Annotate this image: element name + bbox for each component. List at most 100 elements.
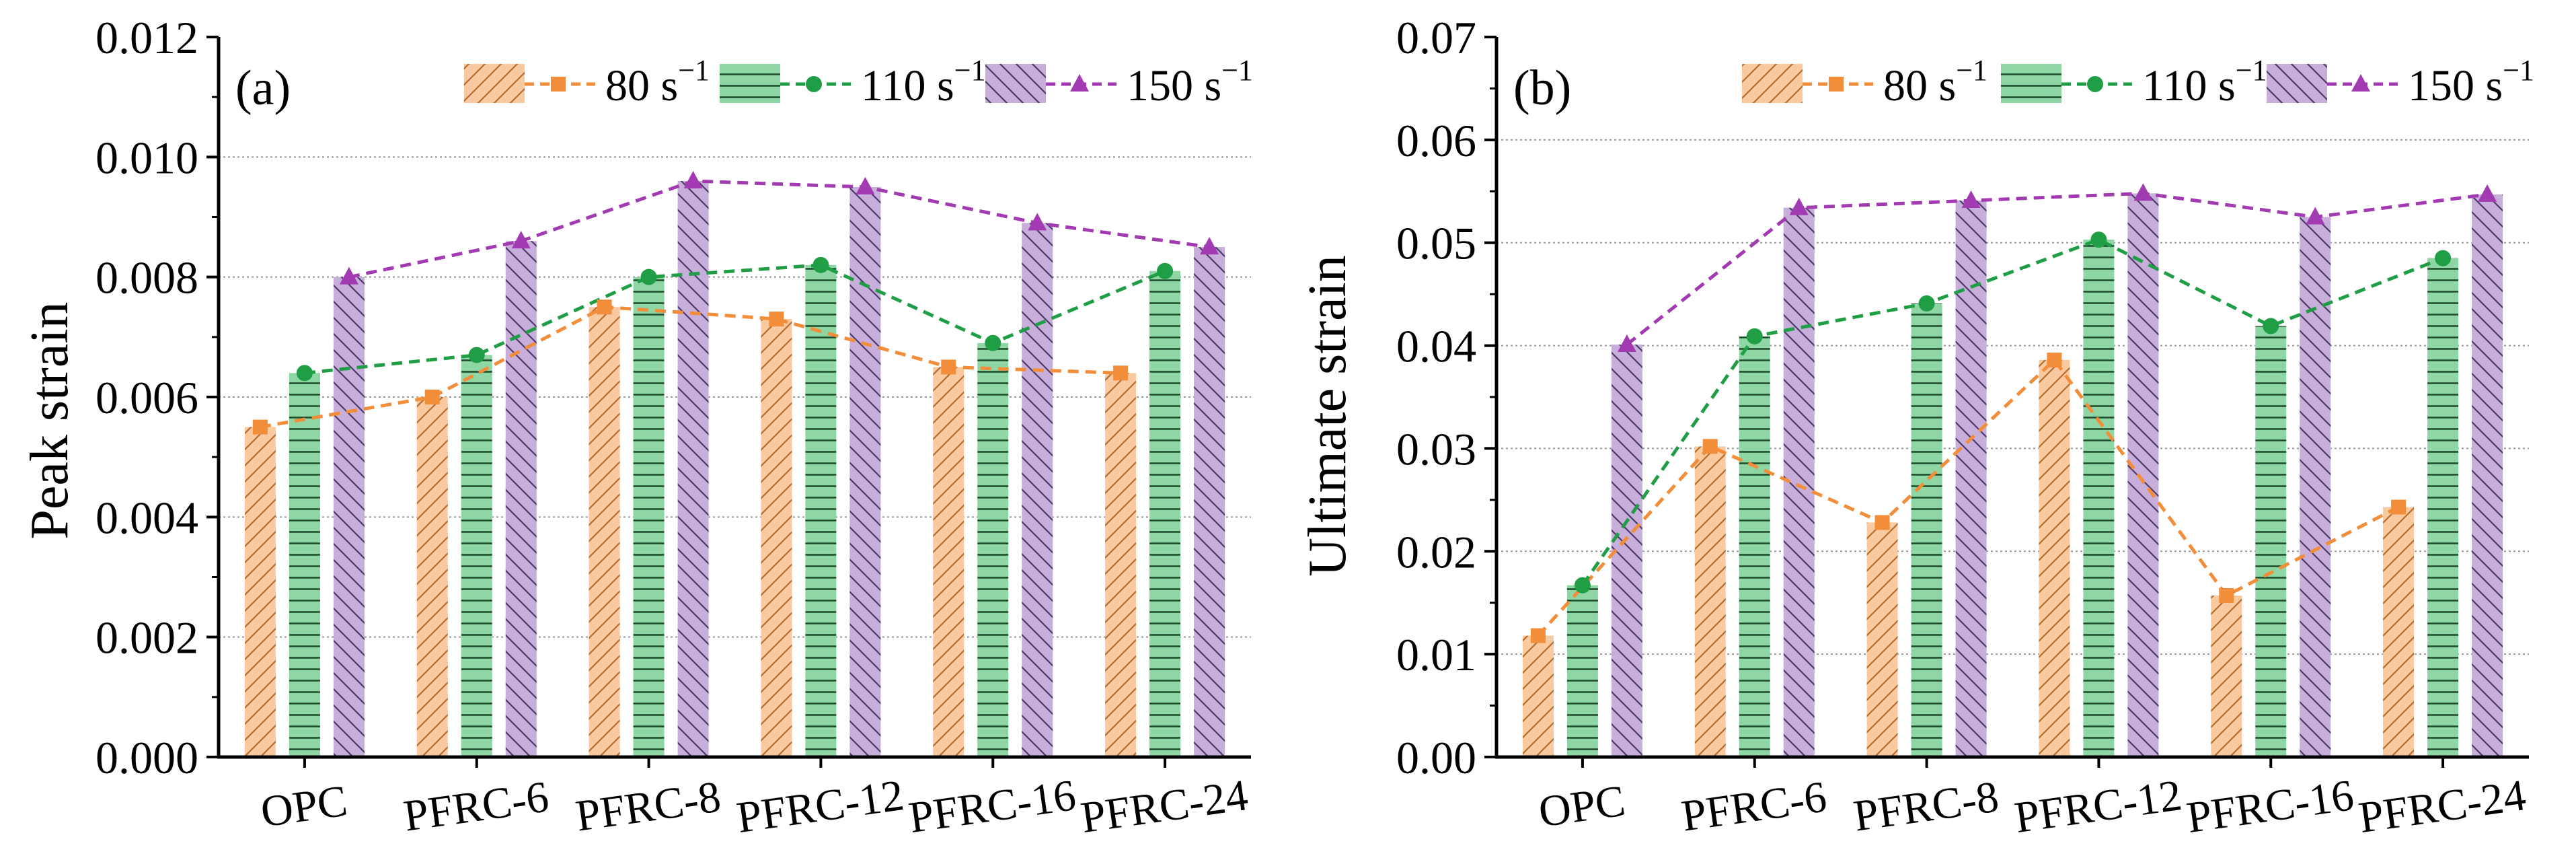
y-tick-label: 0.002 xyxy=(96,612,198,663)
y-tick-label: 0.006 xyxy=(96,372,198,423)
bar-80-PFRC-8 xyxy=(589,307,620,757)
x-tick-label: PFRC-6 xyxy=(401,772,552,840)
bar-80-PFRC-24 xyxy=(1105,373,1137,757)
bar-110-PFRC-6 xyxy=(461,355,492,757)
marker-150-PFRC-16 xyxy=(1028,213,1047,231)
marker-80-PFRC-24 xyxy=(1113,365,1129,381)
x-tick-label: PFRC-8 xyxy=(1850,772,2001,840)
legend-marker xyxy=(806,76,822,92)
marker-110-OPC xyxy=(296,365,313,382)
bar-110-PFRC-16 xyxy=(2255,326,2287,757)
marker-80-OPC xyxy=(1530,628,1546,643)
marker-110-PFRC-6 xyxy=(1746,328,1763,345)
bar-150-PFRC-24 xyxy=(2472,194,2503,757)
legend-marker xyxy=(1829,77,1844,92)
legend-marker xyxy=(1070,74,1089,92)
marker-150-PFRC-6 xyxy=(511,231,531,249)
legend-label: 80 s−1 xyxy=(1883,54,1987,110)
bar-150-OPC xyxy=(333,277,365,758)
x-tick-label: PFRC-8 xyxy=(572,772,723,840)
marker-110-PFRC-8 xyxy=(640,268,657,285)
bar-80-PFRC-6 xyxy=(1694,446,1726,757)
x-tick-label: PFRC-6 xyxy=(1679,772,1829,840)
legend-swatch xyxy=(720,64,780,103)
y-tick-label: 0.04 xyxy=(1396,321,1476,372)
series-line-150 xyxy=(348,179,1210,279)
legend-marker xyxy=(2351,74,2370,92)
x-tick-label: OPC xyxy=(258,776,350,836)
bar-110-PFRC-8 xyxy=(633,277,665,758)
y-tick-label: 0.03 xyxy=(1396,423,1476,474)
y-tick-label: 0.010 xyxy=(96,132,198,183)
legend-swatch xyxy=(1742,64,1803,103)
marker-150-OPC xyxy=(339,266,358,285)
y-axis-title: Peak strain xyxy=(20,301,79,539)
series-line-80 xyxy=(260,305,1121,429)
marker-110-PFRC-16 xyxy=(985,334,1001,351)
bar-150-PFRC-8 xyxy=(677,181,709,757)
bar-110-OPC xyxy=(1566,585,1598,757)
legend-swatch xyxy=(2267,64,2327,103)
bar-150-PFRC-6 xyxy=(505,241,537,758)
legend-label: 110 s−1 xyxy=(861,54,986,110)
bar-80-PFRC-8 xyxy=(1866,522,1898,757)
legend-swatch xyxy=(464,64,525,103)
panel-label: (b) xyxy=(1513,61,1571,116)
bar-110-PFRC-24 xyxy=(1149,271,1181,757)
bar-80-PFRC-24 xyxy=(2383,507,2415,757)
bar-80-PFRC-12 xyxy=(2039,359,2070,757)
bar-110-PFRC-12 xyxy=(2083,240,2115,758)
legend: 80 s−1 110 s−1 150 s−1 xyxy=(1742,54,2534,110)
marker-80-PFRC-12 xyxy=(769,312,784,327)
marker-80-PFRC-16 xyxy=(2219,588,2234,604)
chart-panel-a: 0.000 0.002 0.004 0.006 0.008 0.010 0.012 OPC PF… xyxy=(20,12,1253,842)
legend-swatch xyxy=(2001,64,2061,103)
marker-110-PFRC-24 xyxy=(1157,262,1174,279)
bar-110-PFRC-8 xyxy=(1911,303,1942,757)
bar-110-PFRC-6 xyxy=(1739,336,1770,757)
series-line-80 xyxy=(1537,357,2400,637)
bar-110-OPC xyxy=(289,373,320,757)
y-tick-label: 0.00 xyxy=(1396,732,1476,783)
marker-110-PFRC-24 xyxy=(2435,250,2452,266)
bar-150-PFRC-8 xyxy=(1955,201,1987,757)
marker-80-PFRC-8 xyxy=(1874,515,1890,530)
bar-150-PFRC-12 xyxy=(2127,193,2159,757)
y-tick-label: 0.012 xyxy=(96,12,198,63)
panel-label: (a) xyxy=(235,61,291,116)
bar-80-OPC xyxy=(244,427,276,757)
bar-150-PFRC-16 xyxy=(1022,223,1053,758)
x-tick-label: PFRC-24 xyxy=(1078,770,1251,842)
marker-110-PFRC-12 xyxy=(2090,231,2107,248)
legend: 80 s−1 110 s−1 150 s−1 xyxy=(464,54,1253,110)
bar-150-PFRC-16 xyxy=(2300,217,2331,757)
series-line-110 xyxy=(304,263,1166,375)
marker-150-PFRC-24 xyxy=(2478,184,2497,202)
marker-80-PFRC-8 xyxy=(597,299,612,315)
marker-110-PFRC-16 xyxy=(2263,318,2279,334)
y-tick-label: 0.06 xyxy=(1396,115,1476,166)
legend-label: 150 s−1 xyxy=(2408,54,2534,110)
legend-swatch xyxy=(985,64,1046,103)
chart-panel-b: 0.00 0.01 0.02 0.03 0.04 0.05 0.06 0.07 OPC PFRC-… xyxy=(1298,12,2534,842)
marker-80-PFRC-24 xyxy=(2391,499,2407,515)
legend-label: 110 s−1 xyxy=(2142,54,2267,110)
y-axis-title: Ultimate strain xyxy=(1298,255,1357,577)
x-tick-label: PFRC-16 xyxy=(2184,770,2357,842)
marker-150-PFRC-8 xyxy=(683,171,703,188)
marker-110-PFRC-12 xyxy=(812,256,829,273)
marker-110-PFRC-6 xyxy=(468,347,485,363)
bar-80-PFRC-16 xyxy=(933,367,964,757)
series-line-150 xyxy=(1626,191,2488,347)
marker-150-PFRC-24 xyxy=(1200,237,1219,255)
legend-label: 150 s−1 xyxy=(1127,54,1253,110)
marker-80-PFRC-6 xyxy=(1702,439,1718,454)
bar-150-PFRC-24 xyxy=(1194,247,1225,757)
series-line-110 xyxy=(1581,238,2444,587)
marker-110-PFRC-8 xyxy=(1918,295,1935,312)
marker-80-OPC xyxy=(252,419,268,435)
y-tick-label: 0.05 xyxy=(1396,218,1476,269)
y-tick-label: 0.008 xyxy=(96,252,198,303)
x-tick-label: PFRC-16 xyxy=(906,770,1079,842)
